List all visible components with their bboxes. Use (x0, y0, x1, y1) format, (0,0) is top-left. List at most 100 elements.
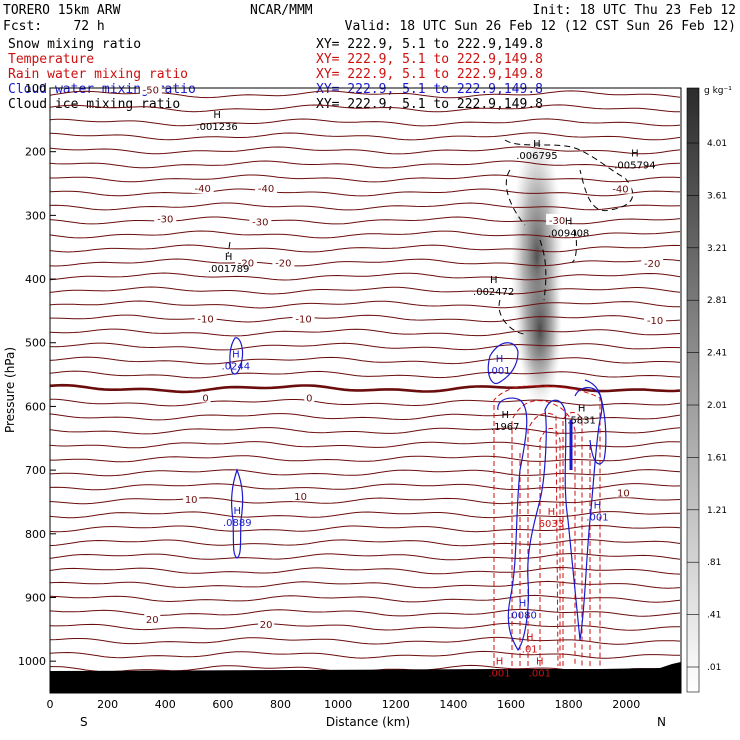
isotherm-label-bg (615, 486, 632, 498)
maximum-value: 6033 (539, 519, 564, 530)
isotherm-line (50, 118, 681, 127)
isotherm-line (50, 441, 681, 449)
colorbar-tick-label: 2.41 (707, 349, 727, 359)
isotherm-line (50, 174, 681, 183)
isotherm-label-bg (200, 391, 211, 403)
x-tick-label: 1000 (324, 698, 352, 711)
isotherm-label-bg (272, 256, 295, 268)
legend-xy: XY= 222.9, 5.1 to 222.9,149.8 (316, 67, 543, 82)
isotherm-label: -30 (549, 216, 565, 227)
isotherm-line (50, 552, 681, 561)
maximum-marker: H (496, 354, 504, 365)
y-tick-label: 200 (25, 146, 46, 159)
isotherm-line (50, 216, 681, 225)
legend-label: Cloud ice mixing ratio (8, 97, 180, 112)
legend-label: Snow mixing ratio (8, 37, 141, 52)
maximum-value: .001789 (208, 264, 249, 275)
maximum-value: .001 (586, 513, 608, 524)
isotherm-label: -10 (647, 316, 663, 327)
isotherm-line (50, 524, 681, 533)
x-tick-label: 200 (97, 698, 118, 711)
maximum-marker: H (225, 252, 233, 263)
maximum-value: .001236 (196, 122, 237, 133)
isotherm-line (50, 370, 681, 379)
model-title: TORERO 15km ARW (3, 3, 121, 18)
x-tick-label: 1600 (497, 698, 525, 711)
snow-plume (511, 130, 563, 405)
maximum-marker: H (232, 350, 240, 361)
field-legend: Snow mixing ratio XY= 222.9, 5.1 to 222.9… (8, 37, 543, 112)
x-axis: 0 200 400 600 800 1000 1200 1400 1600 1800 2000 (47, 687, 640, 711)
colorbar-tick-label: 2.01 (707, 401, 727, 411)
isotherm-label: 10 (185, 495, 198, 506)
maximum-marker: H (501, 410, 509, 421)
maximum-marker: H (526, 632, 534, 643)
terrain-surface (50, 662, 681, 693)
isotherm-label: -40 (612, 185, 628, 196)
maximum-marker: H (536, 657, 544, 668)
maximum-marker: H (519, 599, 527, 610)
colorbar-tick-label: .81 (707, 558, 721, 568)
isotherm-line (50, 286, 681, 295)
forecast-hour: Fcst: 72 h (3, 19, 105, 34)
maximum-marker: H (565, 216, 573, 227)
colorbar-tick-label: 2.81 (707, 296, 727, 306)
y-tick-label: 700 (25, 464, 46, 477)
isotherm-label: 0 (306, 394, 312, 405)
maximum-value: .0889 (223, 518, 252, 529)
colorbar-unit: g kg⁻¹ (704, 86, 732, 96)
isotherm-line (50, 272, 681, 281)
isotherm-label: 0 (202, 394, 208, 405)
maximum-value: .002472 (473, 287, 514, 298)
isotherm-line (50, 594, 681, 603)
freezing-isotherm (50, 383, 681, 394)
isotherm-label: -20 (238, 258, 254, 269)
x-tick-label: 400 (155, 698, 176, 711)
center-title: NCAR/MMM (250, 3, 313, 18)
maximum-marker: H (533, 139, 541, 150)
maximum-value: .1967 (491, 422, 520, 433)
isotherm-label: 10 (294, 492, 307, 503)
maximum-value: .001 (529, 669, 551, 680)
isotherm-line (50, 202, 681, 211)
maximum-value: .009408 (548, 228, 589, 239)
x-tick-label: 2000 (612, 698, 640, 711)
x-tick-label: 1200 (382, 698, 410, 711)
maximum-marker: H (496, 657, 504, 668)
isotherm-label-bg (194, 312, 217, 324)
colorbar-tick-label: 4.01 (707, 139, 727, 149)
y-tick-label-top: 100 (25, 82, 46, 95)
valid-time: Valid: 18 UTC Sun 26 Feb 12 (12 CST Sun … (345, 19, 736, 34)
maximum-marker: H (213, 110, 221, 121)
isotherm-label: 10 (617, 488, 630, 499)
isotherm-label: -20 (275, 258, 291, 269)
isotherm-label-bg (154, 212, 177, 224)
x-tick-label: 0 (47, 698, 54, 711)
x-tick-label: 1400 (439, 698, 467, 711)
maximum-marker: H (234, 506, 242, 517)
isotherm-line (50, 538, 681, 547)
isotherm-label-bg (191, 181, 214, 193)
colorbar-tick-label: 3.21 (707, 244, 727, 254)
isotherm-label: 20 (146, 615, 159, 626)
maximum-value: .005794 (614, 160, 655, 171)
isotherm-line (50, 427, 681, 435)
maximum-value: .5831 (567, 416, 596, 427)
maximum-marker: H (548, 507, 556, 518)
y-axis: 200 300 400 500 600 700 800 900 1000 100 (18, 82, 56, 668)
isotherm-label: -20 (644, 259, 660, 270)
isotherm-line (50, 469, 681, 477)
isotherm-label: -10 (295, 315, 311, 326)
isotherm-label-bg (546, 213, 569, 225)
legend-xy: XY= 222.9, 5.1 to 222.9,149.8 (316, 82, 543, 97)
maximum-marker: H (490, 275, 498, 286)
isotherm-line (50, 622, 680, 631)
x-tick-label: 800 (270, 698, 291, 711)
y-tick-label: 800 (25, 528, 46, 541)
isotherm-label: -30 (157, 215, 173, 226)
isotherm-label-bg (234, 256, 257, 268)
isotherm-line (50, 160, 681, 169)
maximum-marker: H (594, 501, 602, 512)
y-tick-label: 900 (25, 591, 46, 604)
